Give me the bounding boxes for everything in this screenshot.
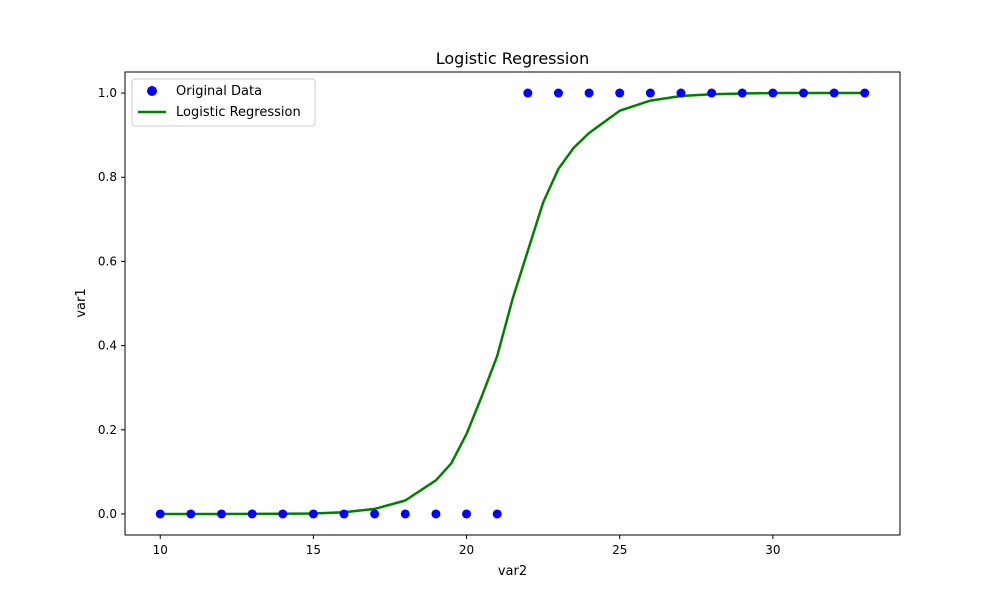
y-tick-label: 1.0 <box>98 86 117 100</box>
y-tick-label: 0.2 <box>98 423 117 437</box>
data-point <box>431 509 441 519</box>
data-point <box>707 88 717 98</box>
chart-title: Logistic Regression <box>436 49 589 68</box>
x-tick-label: 30 <box>765 543 780 557</box>
x-tick-label: 10 <box>153 543 168 557</box>
data-point <box>155 509 165 519</box>
data-point <box>768 88 778 98</box>
legend-label-original-data: Original Data <box>176 84 262 99</box>
data-point <box>247 509 257 519</box>
x-axis-label: var2 <box>498 564 527 579</box>
y-tick-label: 0.6 <box>98 254 117 268</box>
data-point <box>615 88 625 98</box>
y-axis-label: var1 <box>74 288 89 317</box>
data-point <box>584 88 594 98</box>
data-point <box>216 509 226 519</box>
x-axis-ticks: 10 15 20 25 30 <box>153 535 781 557</box>
plot-area <box>124 71 901 536</box>
data-point <box>523 88 533 98</box>
data-point <box>645 88 655 98</box>
data-point <box>737 88 747 98</box>
legend-frame <box>131 78 316 127</box>
y-tick-label: 0.0 <box>98 507 117 521</box>
series-line-logistic-regression <box>160 91 865 516</box>
data-point <box>676 88 686 98</box>
data-point <box>278 509 288 519</box>
data-point <box>829 88 839 98</box>
legend-marker-original-data <box>147 86 157 96</box>
y-axis-ticks: 0.0 0.2 0.4 0.6 0.8 1.0 <box>98 86 125 521</box>
data-point <box>308 509 318 519</box>
data-point <box>400 509 410 519</box>
y-tick-label: 0.4 <box>98 339 117 353</box>
x-tick-label: 25 <box>612 543 627 557</box>
data-point <box>370 509 380 519</box>
x-tick-label: 15 <box>306 543 321 557</box>
data-point <box>799 88 809 98</box>
legend-label-logistic-regression: Logistic Regression <box>176 105 301 120</box>
data-point <box>339 509 349 519</box>
data-point <box>492 509 502 519</box>
y-tick-label: 0.8 <box>98 170 117 184</box>
data-point <box>186 509 196 519</box>
data-point <box>462 509 472 519</box>
data-point <box>860 88 870 98</box>
x-tick-label: 20 <box>459 543 474 557</box>
legend: Original Data Logistic Regression <box>131 78 316 127</box>
data-point <box>553 88 563 98</box>
